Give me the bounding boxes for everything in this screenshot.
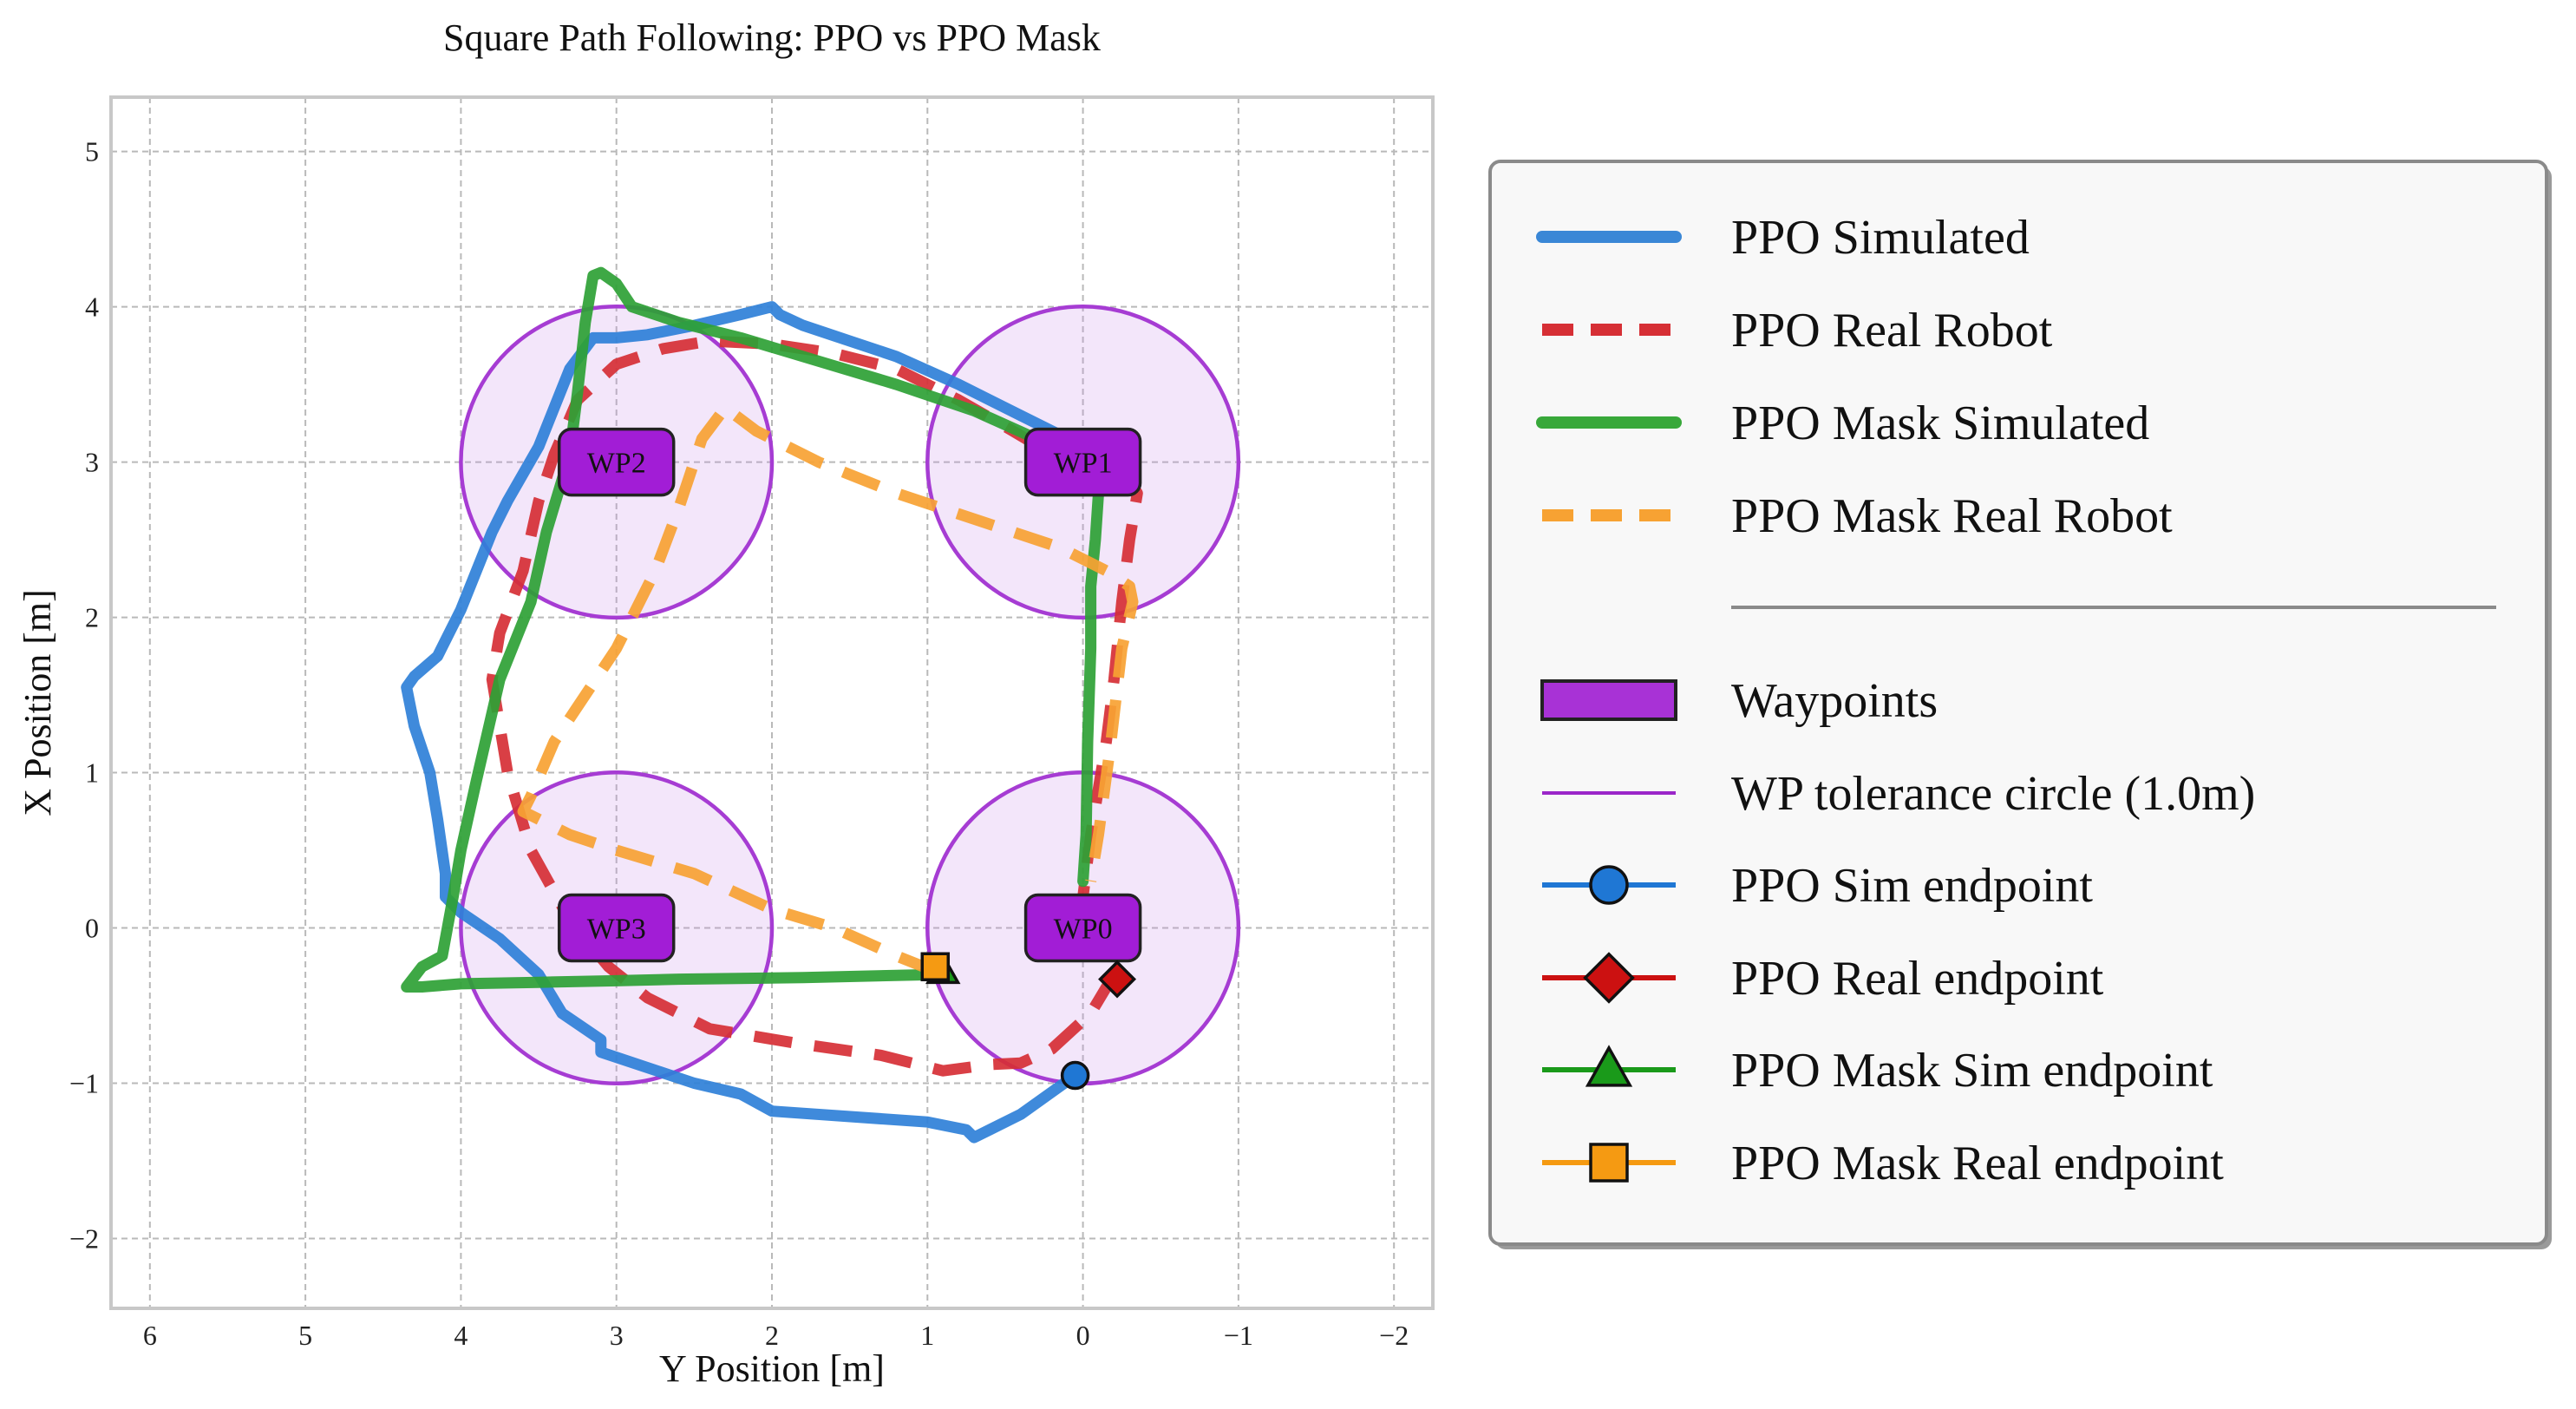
legend-label-ppo-sim-endpoint: PPO Sim endpoint xyxy=(1731,859,2093,913)
plot-area: 6 5 4 3 2 1 0 −1 −2 −2 −1 0 1 2 3 4 5 WP0 WP1 WP2 WP3 xyxy=(69,97,1433,1351)
chart-title: Square Path Following: PPO vs PPO Mask xyxy=(443,16,1101,59)
legend-label-ppo-mask-sim-endpoint: PPO Mask Sim endpoint xyxy=(1731,1044,2213,1098)
x-tick-label: −2 xyxy=(1379,1320,1409,1351)
x-tick-label: 1 xyxy=(920,1320,934,1351)
x-tick-label: 4 xyxy=(454,1320,467,1351)
y-tick-label: 3 xyxy=(85,447,99,478)
x-tick-label: 2 xyxy=(765,1320,779,1351)
y-tick-label: 1 xyxy=(85,757,99,789)
x-tick-label: 3 xyxy=(610,1320,624,1351)
legend-label-ppo-real-robot: PPO Real Robot xyxy=(1731,304,2053,357)
waypoint-label: WP0 xyxy=(1054,914,1113,946)
x-tick-label: 6 xyxy=(143,1320,157,1351)
x-tick-label: 0 xyxy=(1076,1320,1090,1351)
waypoint-label: WP1 xyxy=(1054,448,1113,480)
y-tick-label: 2 xyxy=(85,602,99,633)
y-tick-label: −1 xyxy=(69,1067,99,1098)
x-tick-label: −1 xyxy=(1224,1320,1253,1351)
legend-label-wp-tolerance-circle-1-0m: WP tolerance circle (1.0m) xyxy=(1731,767,2255,821)
waypoint-label: WP3 xyxy=(587,914,646,946)
legend-marker-ppo-mask-real-endpoint xyxy=(1591,1144,1627,1181)
legend-label-waypoints: Waypoints xyxy=(1731,674,1938,728)
y-tick-label: 0 xyxy=(85,913,99,944)
legend-handle-waypoints xyxy=(1542,681,1676,719)
legend-label-ppo-simulated: PPO Simulated xyxy=(1731,211,2030,265)
y-axis-label: X Position [m] xyxy=(16,589,59,816)
x-tick-label: 5 xyxy=(298,1320,312,1351)
legend-label-ppo-mask-simulated: PPO Mask Simulated xyxy=(1731,396,2149,450)
legend-marker-ppo-sim-endpoint xyxy=(1591,867,1627,903)
y-tick-label: 4 xyxy=(85,292,99,323)
legend-label-ppo-mask-real-robot: PPO Mask Real Robot xyxy=(1731,489,2173,543)
y-tick-label: −2 xyxy=(69,1222,99,1254)
waypoint-label: WP2 xyxy=(587,448,646,480)
legend-label-ppo-real-endpoint: PPO Real endpoint xyxy=(1731,952,2104,1006)
legend-label-ppo-mask-real-endpoint: PPO Mask Real endpoint xyxy=(1731,1137,2224,1190)
y-tick-label: 5 xyxy=(85,136,99,167)
legend: PPO Simulated PPO Real Robot PPO Mask Simu… xyxy=(1490,161,2552,1249)
x-axis-label: Y Position [m] xyxy=(659,1347,885,1390)
chart-figure: Square Path Following: PPO vs PPO Mask 6… xyxy=(0,0,2576,1409)
ppo-mask-real-endpoint xyxy=(922,954,948,980)
ppo-sim-endpoint xyxy=(1062,1063,1089,1089)
